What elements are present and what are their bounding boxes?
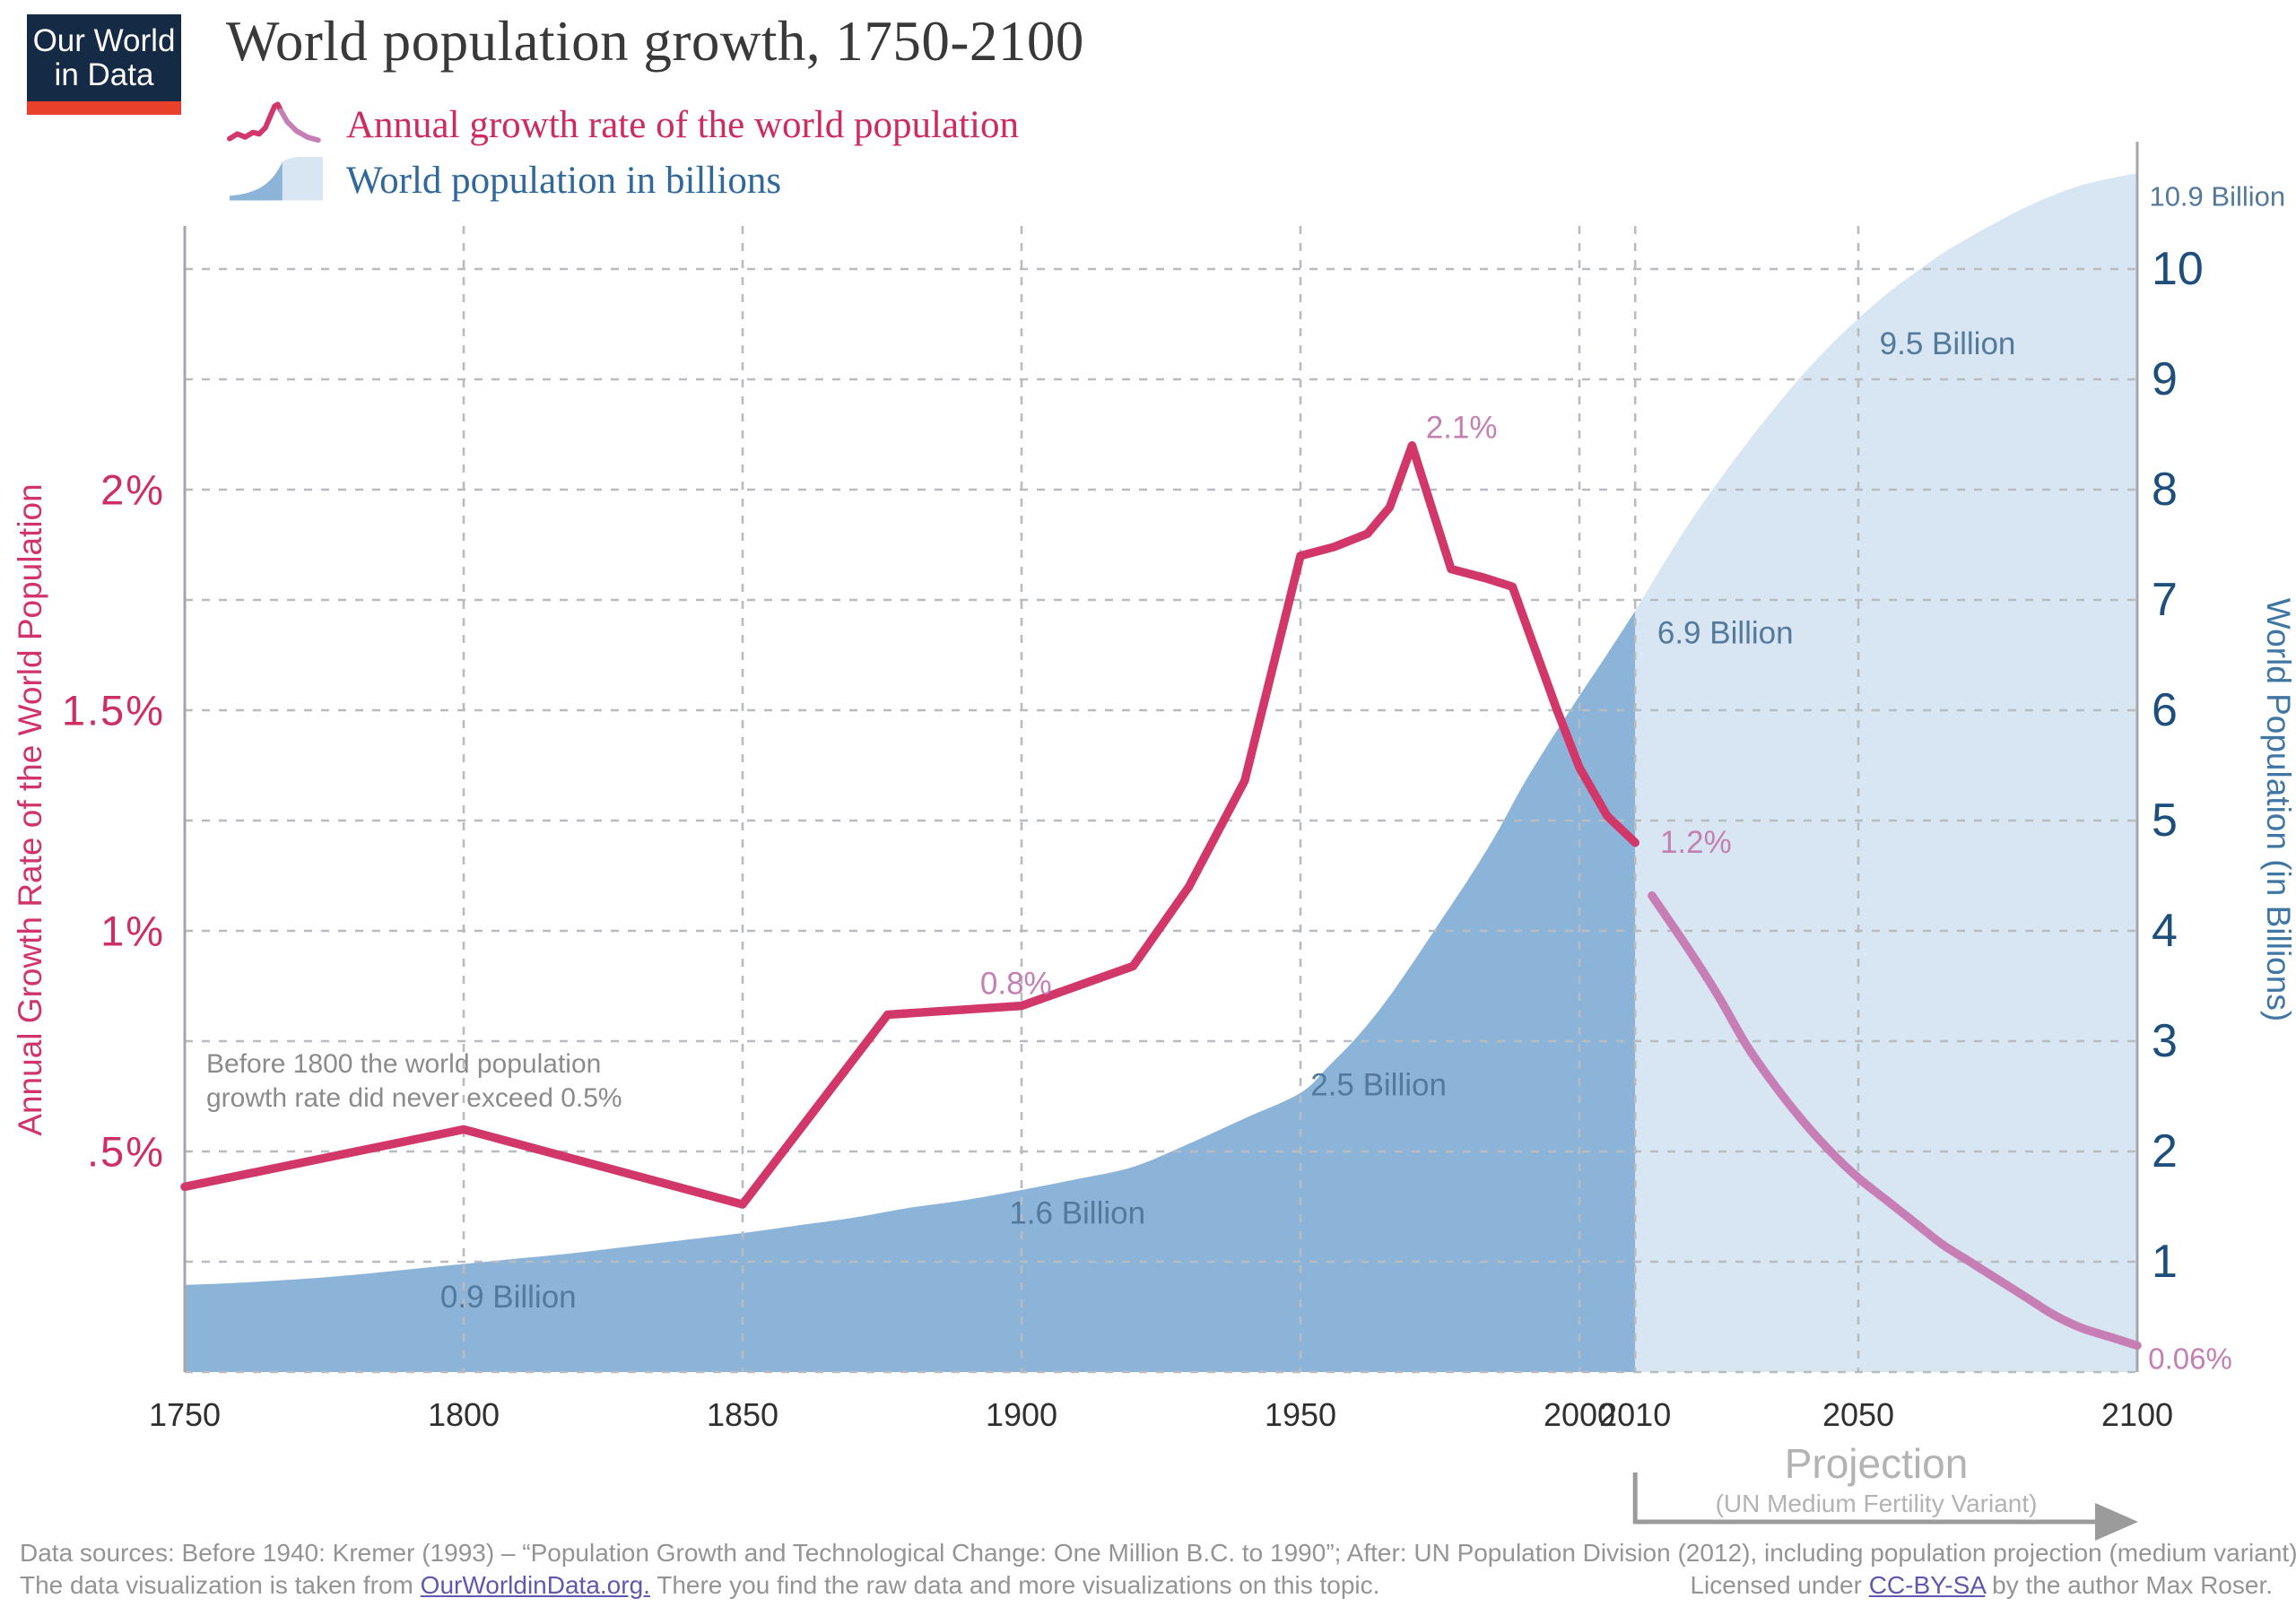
growth-line-legend-icon (227, 101, 321, 143)
footer-attribution: The data visualization is taken from Our… (20, 1571, 1379, 1600)
x-axis-tick-label: 2050 (1822, 1396, 1894, 1433)
footer-attribution-pre: The data visualization is taken from (20, 1571, 421, 1599)
owid-link[interactable]: OurWorldinData.org. (420, 1571, 650, 1599)
left-axis-tick-label: 2% (100, 466, 165, 514)
chart-value-label: 6.9 Billion (1657, 615, 1794, 650)
x-axis-tick-label: 1750 (149, 1396, 221, 1433)
chart-value-label: 1.6 Billion (1009, 1195, 1145, 1230)
right-axis-tick-label: 9 (2152, 353, 2178, 405)
x-axis-tick-label: 2010 (1599, 1396, 1671, 1433)
annotation-line2: growth rate did never exceed 0.5% (206, 1083, 622, 1113)
chart-value-label: 0.8% (980, 967, 1052, 1002)
projection-sublabel: (UN Medium Fertility Variant) (1716, 1490, 2038, 1517)
right-axis-tick-label: 2 (2152, 1125, 2178, 1177)
population-area-observed (185, 611, 1636, 1372)
footer-license-pre: Licensed under (1690, 1571, 1869, 1599)
right-axis-tick-label: 1 (2152, 1236, 2178, 1288)
left-axis-title: Annual Growth Rate of the World Populati… (12, 483, 48, 1135)
owid-logo-line2: in Data (54, 56, 154, 92)
left-axis-tick-label: 1% (100, 908, 165, 955)
legend-item-growth-rate: Annual growth rate of the world populati… (226, 97, 1019, 152)
chart-value-label: 10.9 Billion (2149, 180, 2285, 212)
projection-label: Projection (1785, 1440, 1969, 1487)
x-axis-tick-label: 2100 (2101, 1396, 2173, 1433)
right-axis-tick-label: 5 (2152, 795, 2178, 847)
right-axis-tick-label: 8 (2152, 464, 2178, 516)
cc-by-sa-link[interactable]: CC-BY-SA (1868, 1571, 1986, 1599)
page-title: World population growth, 1750-2100 (226, 10, 1084, 73)
x-axis-tick-label: 1950 (1265, 1396, 1336, 1433)
legend-label-growth-rate: Annual growth rate of the world populati… (346, 103, 1019, 146)
footer-license-post: by the author Max Roser. (1985, 1571, 2273, 1599)
legend: Annual growth rate of the world populati… (226, 97, 1019, 208)
chart-value-label: 1.2% (1660, 825, 1732, 860)
footer-data-sources: Data sources: Before 1940: Kremer (1993)… (20, 1539, 2296, 1567)
right-axis-tick-label: 6 (2152, 684, 2178, 736)
right-axis-tick-label: 7 (2152, 574, 2178, 626)
chart-value-label: 0.9 Billion (440, 1280, 577, 1315)
right-axis-tick-label: 10 (2152, 243, 2204, 295)
chart-value-label: 9.5 Billion (1880, 326, 2016, 361)
owid-logo-line1: Our World (32, 22, 176, 58)
x-axis-tick-label: 1850 (707, 1396, 778, 1433)
owid-logo[interactable]: Our World in Data (27, 14, 181, 115)
right-axis-tick-label: 4 (2152, 905, 2178, 957)
chart-value-label: 0.06% (2148, 1342, 2232, 1376)
right-axis-title: World Population (in Billions) (2260, 598, 2296, 1021)
population-area-legend-icon (230, 157, 323, 201)
right-axis-tick-label: 3 (2152, 1015, 2178, 1067)
x-axis-tick-label: 1800 (428, 1396, 500, 1433)
growth-line-observed (180, 441, 1639, 1209)
x-axis-tick-label: 2000 (1544, 1396, 1615, 1433)
chart-value-label: 2.1% (1426, 411, 1498, 446)
legend-label-population: World population in billions (346, 159, 782, 202)
left-axis-tick-label: .5% (87, 1128, 165, 1176)
legend-item-population: World population in billions (226, 152, 1019, 208)
footer-license: Licensed under CC-BY-SA by the author Ma… (1690, 1571, 2273, 1600)
footer-attribution-post: There you find the raw data and more vis… (649, 1571, 1380, 1599)
owid-logo-box: Our World in Data (27, 14, 181, 101)
annotation-line1: Before 1800 the world population (206, 1049, 601, 1079)
growth-line-projected (1648, 890, 2142, 1351)
chart-value-label: 2.5 Billion (1310, 1068, 1447, 1103)
left-axis-tick-label: 1.5% (62, 687, 165, 734)
x-axis-tick-label: 1900 (986, 1396, 1057, 1433)
owid-logo-red-bar (27, 101, 181, 115)
projection-arrow-line (1632, 1472, 2097, 1524)
projection-arrowhead-icon (2095, 1503, 2138, 1541)
